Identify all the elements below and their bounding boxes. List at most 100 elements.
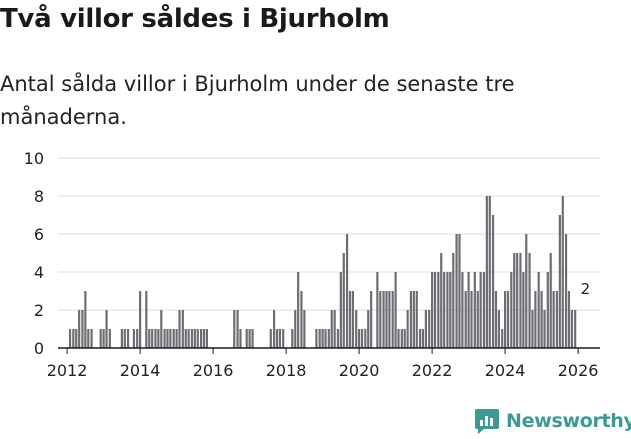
bar — [178, 310, 181, 348]
bar — [467, 272, 470, 348]
bar — [184, 329, 187, 348]
bar — [433, 272, 437, 348]
bar — [239, 329, 242, 348]
bar — [151, 329, 154, 348]
bar — [494, 291, 498, 348]
bar — [175, 329, 178, 348]
bar — [132, 329, 136, 348]
bar — [376, 272, 379, 348]
bar — [522, 272, 525, 348]
chart-title: Två villor såldes i Bjurholm — [0, 4, 390, 34]
bar — [394, 272, 397, 348]
bar — [324, 329, 327, 348]
bar — [397, 329, 400, 348]
y-tick-label: 0 — [34, 339, 44, 358]
newsworthy-logo-icon — [475, 409, 499, 434]
newsworthy-logo: Newsworthy — [474, 406, 631, 436]
x-tick-label: 2024 — [485, 361, 526, 380]
bar — [476, 291, 479, 348]
bar — [452, 253, 455, 348]
bar — [315, 329, 318, 348]
bar — [139, 291, 142, 348]
bar — [558, 215, 561, 348]
bar — [455, 234, 458, 348]
newsworthy-logo-text: Newsworthy — [506, 410, 631, 432]
bar — [379, 291, 382, 348]
bar — [333, 310, 336, 348]
bar — [136, 329, 139, 348]
chart-subtitle: Antal sålda villor i Bjurholm under de s… — [0, 72, 515, 129]
bar — [248, 329, 251, 348]
bar — [567, 291, 571, 348]
bar — [297, 272, 300, 348]
bar — [75, 329, 78, 348]
bar — [342, 253, 345, 348]
bar — [291, 329, 294, 348]
bar — [172, 329, 175, 348]
bar — [233, 310, 236, 348]
bar — [504, 291, 507, 348]
bar — [169, 329, 172, 348]
bar — [245, 329, 248, 348]
bar — [360, 329, 364, 348]
bar — [199, 329, 203, 348]
bar — [516, 253, 519, 348]
bar — [318, 329, 321, 348]
bar — [336, 329, 340, 348]
bar — [370, 291, 373, 348]
bar — [330, 310, 333, 348]
bar — [528, 253, 531, 348]
bar — [351, 291, 355, 348]
bar — [339, 272, 342, 348]
bar — [190, 329, 194, 348]
bar — [424, 310, 427, 348]
y-tick-label: 8 — [34, 187, 44, 206]
bar — [166, 329, 169, 348]
bar — [431, 272, 434, 348]
bar — [108, 329, 111, 348]
bar — [148, 329, 151, 348]
bar — [272, 310, 276, 348]
bar — [72, 329, 75, 348]
bar — [479, 272, 482, 348]
bar — [513, 253, 516, 348]
bar — [564, 234, 568, 348]
bar — [345, 234, 349, 348]
bar — [154, 329, 157, 348]
bar — [321, 329, 324, 348]
bar — [160, 310, 163, 348]
bar-chart: 0 2 4 6 8 10 2012 2014 2016 2018 2020 2022 2024 2026 2 — [24, 149, 600, 380]
bar — [510, 272, 513, 348]
bar — [300, 291, 303, 348]
bar — [193, 329, 196, 348]
bar — [409, 291, 413, 348]
bar — [196, 329, 199, 348]
bar — [355, 310, 358, 348]
y-tick-label: 10 — [24, 149, 44, 168]
x-tick-label: 2012 — [47, 361, 88, 380]
bar — [482, 272, 486, 348]
bar — [561, 196, 564, 348]
bar — [519, 253, 522, 348]
bar — [105, 310, 108, 348]
x-tick-label: 2018 — [266, 361, 307, 380]
bar — [464, 291, 467, 348]
bar — [388, 291, 391, 348]
bar — [145, 291, 148, 348]
bar — [282, 329, 285, 348]
bar — [412, 291, 415, 348]
bar — [570, 310, 573, 348]
bar — [81, 310, 84, 348]
bar — [205, 329, 209, 348]
bar — [506, 291, 510, 348]
x-tick-label: 2014 — [120, 361, 161, 380]
bar — [546, 272, 549, 348]
bar — [540, 291, 543, 348]
bar — [485, 196, 488, 348]
x-tick-label: 2026 — [558, 361, 599, 380]
bar — [236, 310, 239, 348]
bar — [364, 329, 367, 348]
bar — [443, 272, 446, 348]
bar — [470, 291, 473, 348]
y-tick-label: 4 — [34, 263, 44, 282]
